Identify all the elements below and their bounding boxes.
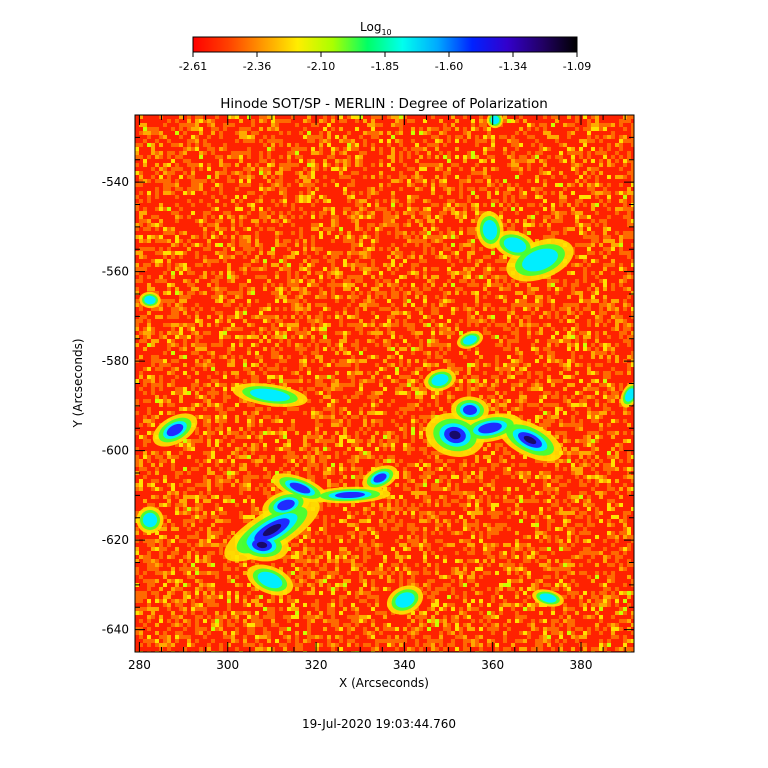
x-axis-label: X (Arcseconds) bbox=[339, 676, 429, 690]
x-tick-label: 380 bbox=[570, 658, 593, 672]
x-tick-label: 300 bbox=[216, 658, 239, 672]
colorbar-tick-label: -1.60 bbox=[435, 60, 463, 73]
polarization-patch bbox=[431, 374, 449, 386]
colorbar-tick-label: -2.36 bbox=[243, 60, 271, 73]
polarization-patch bbox=[256, 541, 268, 549]
polarization-patch bbox=[250, 388, 290, 402]
polarization-patch bbox=[522, 248, 558, 272]
colorbar-tick-label: -1.85 bbox=[371, 60, 399, 73]
colorbar-tick-label: -2.10 bbox=[307, 60, 335, 73]
y-tick-label: -580 bbox=[102, 354, 129, 368]
colorbar: Log10 -2.61 -2.36 -2.10 -1.85 -1.60 -1.34 -1.0… bbox=[179, 20, 591, 73]
polarization-patch bbox=[166, 423, 184, 437]
polarization-patch bbox=[289, 482, 311, 494]
polarization-patch bbox=[262, 523, 282, 537]
polarization-patch bbox=[463, 335, 477, 345]
polarization-patch bbox=[449, 430, 461, 440]
polarization-patch bbox=[144, 295, 156, 305]
polarization-patch bbox=[539, 593, 557, 603]
x-tick-label: 360 bbox=[481, 658, 504, 672]
polarization-patch bbox=[277, 499, 295, 511]
polarization-patch bbox=[463, 404, 477, 416]
timestamp: 19-Jul-2020 19:03:44.760 bbox=[302, 717, 456, 731]
polarization-patch bbox=[478, 422, 502, 434]
y-axis-label: Y (Arcseconds) bbox=[71, 338, 85, 428]
colorbar-ticks: -2.61 -2.36 -2.10 -1.85 -1.60 -1.34 -1.09 bbox=[179, 52, 591, 73]
y-tick-label: -640 bbox=[102, 623, 129, 637]
x-tick-label: 320 bbox=[305, 658, 328, 672]
polarization-patch bbox=[503, 237, 527, 253]
plot-title: Hinode SOT/SP - MERLIN : Degree of Polar… bbox=[220, 96, 548, 112]
x-tick-label: 340 bbox=[393, 658, 416, 672]
y-tick-label: -600 bbox=[102, 444, 129, 458]
x-axis: 280 300 320 340 360 380 bbox=[128, 115, 626, 672]
y-tick-label: -620 bbox=[102, 533, 129, 547]
polarization-patch bbox=[523, 435, 537, 445]
polarization-map bbox=[135, 115, 634, 652]
colorbar-tick-label: -1.34 bbox=[499, 60, 527, 73]
polarization-patch bbox=[624, 388, 634, 402]
polarization-patch bbox=[257, 571, 283, 589]
polarization-patch bbox=[335, 491, 365, 499]
y-axis: -540 -560 -580 -600 -620 -640 bbox=[102, 114, 634, 653]
colorbar-tick-label: -1.09 bbox=[563, 60, 591, 73]
colorbar-label: Log10 bbox=[360, 20, 392, 37]
polarization-patch bbox=[395, 592, 415, 608]
polarization-patch bbox=[482, 219, 498, 241]
y-tick-label: -540 bbox=[102, 175, 129, 189]
colorbar-gradient bbox=[192, 36, 578, 53]
y-tick-label: -560 bbox=[102, 265, 129, 279]
colorbar-tick-label: -2.61 bbox=[179, 60, 207, 73]
x-tick-label: 280 bbox=[128, 658, 151, 672]
polarization-patch bbox=[373, 473, 387, 483]
polarization-patch bbox=[142, 512, 158, 528]
